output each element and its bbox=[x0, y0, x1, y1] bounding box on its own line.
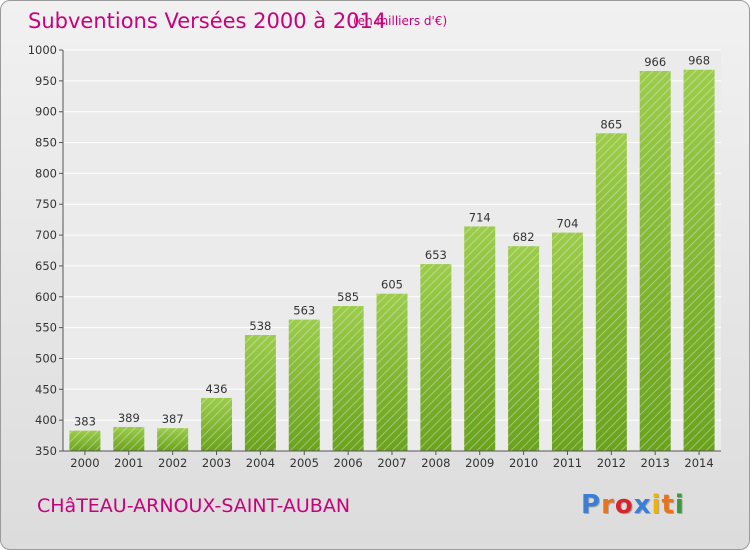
y-tick-label: 350 bbox=[35, 444, 57, 458]
chart-subtitle: (en milliers d'€) bbox=[353, 14, 448, 28]
x-tick-label: 2010 bbox=[509, 456, 538, 470]
y-tick-label: 900 bbox=[35, 105, 57, 119]
commune-name: CHâTEAU-ARNOUX-SAINT-AUBAN bbox=[37, 495, 351, 517]
y-tick-label: 850 bbox=[35, 136, 57, 150]
x-tick-label: 2003 bbox=[202, 456, 231, 470]
bar-texture bbox=[464, 226, 496, 451]
bar-texture bbox=[551, 232, 583, 451]
y-tick-label: 750 bbox=[35, 197, 57, 211]
bar-texture bbox=[376, 293, 408, 451]
y-tick-label: 450 bbox=[35, 382, 57, 396]
x-tick-label: 2014 bbox=[684, 456, 713, 470]
data-label: 383 bbox=[74, 415, 96, 429]
bar-texture bbox=[69, 430, 101, 451]
bar-texture bbox=[508, 246, 540, 451]
y-tick-label: 400 bbox=[35, 413, 57, 427]
x-tick-label: 2002 bbox=[158, 456, 187, 470]
bar-texture bbox=[683, 69, 715, 451]
x-tick-label: 2001 bbox=[114, 456, 143, 470]
chart-title: Subventions Versées 2000 à 2014 bbox=[28, 9, 387, 33]
logo-letter: r bbox=[601, 490, 615, 520]
y-tick-label: 550 bbox=[35, 321, 57, 335]
x-tick-label: 2006 bbox=[333, 456, 362, 470]
bar-texture bbox=[113, 426, 145, 451]
data-label: 653 bbox=[425, 248, 447, 262]
data-label: 538 bbox=[249, 319, 271, 333]
data-label: 605 bbox=[381, 278, 403, 292]
data-label: 968 bbox=[688, 54, 710, 68]
y-tick-label: 700 bbox=[35, 228, 57, 242]
x-tick-label: 2005 bbox=[290, 456, 319, 470]
bar-texture bbox=[332, 306, 364, 451]
y-tick-label: 650 bbox=[35, 259, 57, 273]
proxiti-logo: Proxiti bbox=[581, 490, 685, 520]
bar-texture bbox=[420, 264, 452, 451]
bar-texture bbox=[244, 335, 276, 451]
data-label: 966 bbox=[644, 55, 666, 69]
bars bbox=[69, 69, 715, 452]
x-tick-label: 2009 bbox=[465, 456, 494, 470]
x-axis-ticks: 2000 2001 2002 2003 2004 2005 2006 2007 2008 2009… bbox=[70, 451, 714, 470]
x-tick-label: 2007 bbox=[377, 456, 406, 470]
y-tick-label: 1000 bbox=[28, 43, 57, 57]
x-tick-label: 2012 bbox=[597, 456, 626, 470]
logo-letter: i bbox=[674, 490, 685, 520]
y-tick-label: 950 bbox=[35, 74, 57, 88]
data-label: 585 bbox=[337, 290, 359, 304]
logo-letter: P bbox=[581, 490, 602, 520]
data-label: 704 bbox=[556, 217, 578, 231]
data-label: 682 bbox=[513, 230, 535, 244]
x-tick-label: 2011 bbox=[553, 456, 582, 470]
data-label: 865 bbox=[600, 117, 622, 131]
x-tick-label: 2000 bbox=[70, 456, 99, 470]
logo-letter: x bbox=[633, 490, 652, 520]
data-label: 389 bbox=[118, 411, 140, 425]
x-tick-label: 2008 bbox=[421, 456, 450, 470]
bar-texture bbox=[595, 133, 627, 452]
logo-letter: i bbox=[651, 490, 662, 520]
data-label: 563 bbox=[293, 304, 315, 318]
y-tick-label: 500 bbox=[35, 351, 57, 365]
data-label: 714 bbox=[469, 210, 491, 224]
data-label: 436 bbox=[206, 382, 228, 396]
x-tick-label: 2004 bbox=[246, 456, 275, 470]
data-label: 387 bbox=[162, 412, 184, 426]
logo-letter: o bbox=[614, 490, 634, 520]
bar-texture bbox=[157, 428, 189, 451]
x-tick-label: 2013 bbox=[641, 456, 670, 470]
y-axis-ticks: 350 400 450 500 550 600 650 700 750 800 850 900 950 1… bbox=[28, 43, 63, 458]
y-tick-label: 600 bbox=[35, 290, 57, 304]
y-tick-label: 800 bbox=[35, 166, 57, 180]
logo-letter: t bbox=[661, 490, 675, 520]
data-labels: 383 389 387 436 538 563 585 605 653 714 682 704 865 9… bbox=[74, 54, 710, 429]
bar-texture bbox=[639, 70, 671, 451]
bar-texture bbox=[201, 397, 233, 451]
bar-texture bbox=[288, 319, 320, 451]
